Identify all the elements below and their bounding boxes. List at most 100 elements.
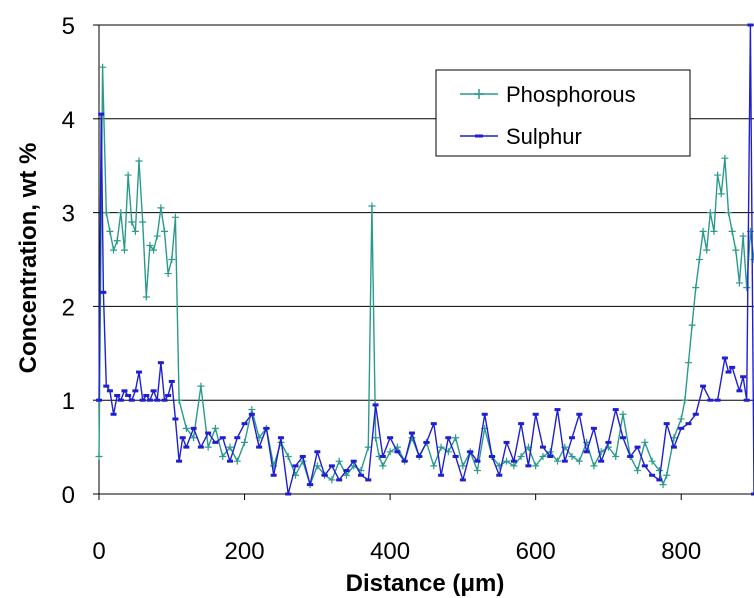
data-point-phosphorous bbox=[164, 270, 172, 278]
data-point-phosphorous bbox=[386, 448, 394, 456]
y-tick-label-0: 0 bbox=[62, 482, 75, 509]
data-point-phosphorous bbox=[226, 443, 234, 451]
x-tick-label-200: 200 bbox=[225, 538, 265, 565]
data-point-phosphorous bbox=[368, 202, 376, 210]
data-point-phosphorous bbox=[157, 204, 165, 212]
data-point-phosphorous bbox=[120, 246, 128, 254]
data-point-phosphorous bbox=[110, 246, 118, 254]
data-point-phosphorous bbox=[473, 467, 481, 475]
data-point-phosphorous bbox=[437, 443, 445, 451]
data-point-phosphorous bbox=[619, 410, 627, 418]
data-point-phosphorous bbox=[743, 284, 751, 292]
data-point-phosphorous bbox=[106, 227, 114, 235]
data-point-phosphorous bbox=[430, 462, 438, 470]
y-tick-label-1: 1 bbox=[62, 388, 75, 415]
data-point-phosphorous bbox=[102, 209, 110, 217]
data-point-phosphorous bbox=[128, 218, 136, 226]
data-point-phosphorous bbox=[161, 227, 168, 235]
data-point-phosphorous bbox=[659, 481, 667, 489]
y-tick-label-4: 4 bbox=[62, 107, 75, 134]
data-point-phosphorous bbox=[641, 438, 649, 446]
data-point-phosphorous bbox=[663, 471, 671, 479]
data-point-phosphorous bbox=[532, 462, 540, 470]
y-tick-labels: 0 1 2 3 4 5 bbox=[62, 13, 75, 509]
data-point-phosphorous bbox=[721, 154, 729, 162]
data-point-phosphorous bbox=[634, 467, 642, 475]
y-axis-title: Concentration, wt % bbox=[15, 143, 42, 374]
x-axis-title: Distance (μm) bbox=[346, 570, 505, 597]
x-tick-label-600: 600 bbox=[516, 538, 556, 565]
data-point-phosphorous bbox=[706, 209, 714, 217]
data-point-phosphorous bbox=[703, 246, 711, 254]
data-point-phosphorous bbox=[150, 246, 158, 254]
data-point-phosphorous bbox=[728, 227, 736, 235]
data-point-phosphorous bbox=[248, 406, 256, 414]
data-point-phosphorous bbox=[328, 476, 336, 484]
data-point-phosphorous bbox=[717, 190, 725, 198]
y-tick-label-2: 2 bbox=[62, 294, 75, 321]
data-point-phosphorous bbox=[233, 457, 241, 465]
x-tick-label-0: 0 bbox=[92, 538, 105, 565]
data-point-phosphorous bbox=[113, 237, 121, 245]
data-point-phosphorous bbox=[503, 457, 511, 465]
data-point-phosphorous bbox=[568, 452, 576, 460]
data-point-phosphorous bbox=[182, 424, 190, 432]
data-point-phosphorous bbox=[168, 256, 176, 263]
data-point-phosphorous bbox=[539, 452, 547, 460]
data-point-phosphorous bbox=[204, 443, 212, 451]
data-point-phosphorous bbox=[364, 443, 372, 451]
data-point-phosphorous bbox=[725, 209, 733, 217]
data-point-phosphorous bbox=[699, 227, 707, 235]
data-point-phosphorous bbox=[153, 232, 161, 240]
x-tick-labels: 0 200 400 600 800 bbox=[92, 538, 701, 565]
data-point-phosphorous bbox=[732, 246, 740, 254]
data-point-phosphorous bbox=[117, 209, 125, 217]
data-point-phosphorous bbox=[612, 452, 620, 460]
data-point-phosphorous bbox=[99, 63, 107, 71]
data-point-phosphorous bbox=[739, 232, 747, 240]
data-point-phosphorous bbox=[510, 462, 518, 470]
data-point-phosphorous bbox=[335, 457, 343, 465]
data-point-phosphorous bbox=[190, 434, 198, 442]
data-point-phosphorous bbox=[142, 293, 150, 301]
legend-label-phosphorous: Phosphorous bbox=[506, 82, 636, 107]
data-point-phosphorous bbox=[681, 396, 689, 404]
data-point-phosphorous bbox=[554, 457, 561, 465]
data-point-phosphorous bbox=[459, 462, 467, 470]
y-tick-label-3: 3 bbox=[62, 201, 75, 228]
legend-item-sulphur: Sulphur bbox=[460, 124, 582, 149]
data-point-phosphorous bbox=[175, 396, 183, 404]
data-point-phosphorous bbox=[692, 284, 700, 292]
data-point-phosphorous bbox=[171, 213, 179, 221]
data-point-phosphorous bbox=[710, 227, 718, 235]
data-point-phosphorous bbox=[685, 359, 692, 367]
data-point-phosphorous bbox=[135, 157, 143, 165]
data-point-phosphorous bbox=[452, 434, 460, 442]
data-point-phosphorous bbox=[714, 171, 722, 179]
data-point-phosphorous bbox=[241, 438, 249, 446]
data-point-phosphorous bbox=[517, 452, 525, 460]
data-point-phosphorous bbox=[124, 171, 132, 179]
data-point-phosphorous bbox=[211, 424, 219, 432]
data-point-phosphorous bbox=[648, 457, 656, 465]
data-point-phosphorous bbox=[197, 382, 205, 390]
data-point-phosphorous bbox=[139, 218, 147, 226]
y-tick-label-5: 5 bbox=[62, 13, 75, 40]
data-point-phosphorous bbox=[313, 462, 321, 470]
data-point-phosphorous bbox=[342, 471, 350, 479]
legend-item-phosphorous: Phosphorous bbox=[460, 82, 636, 107]
data-point-phosphorous bbox=[95, 452, 103, 460]
data-point-phosphorous bbox=[146, 241, 154, 249]
data-point-phosphorous bbox=[219, 452, 227, 460]
data-point-phosphorous bbox=[677, 415, 685, 423]
data-point-phosphorous bbox=[655, 467, 663, 475]
data-point-phosphorous bbox=[131, 227, 139, 235]
x-tick-label-800: 800 bbox=[661, 538, 701, 565]
legend: Phosphorous Sulphur bbox=[435, 69, 691, 157]
legend-box bbox=[435, 69, 691, 157]
data-point-phosphorous bbox=[575, 457, 583, 465]
data-point-phosphorous bbox=[379, 462, 387, 470]
series-group bbox=[95, 23, 754, 496]
data-point-phosphorous bbox=[688, 321, 696, 329]
